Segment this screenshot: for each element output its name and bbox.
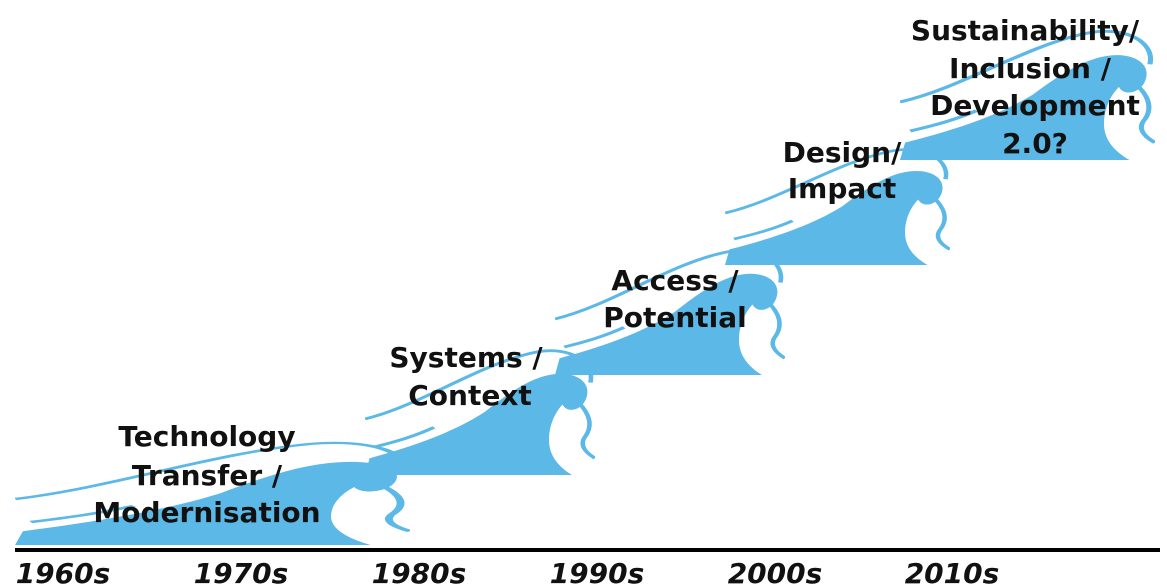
wave-label: Modernisation — [93, 496, 320, 529]
wave-label: Transfer / — [132, 459, 283, 492]
wave-labels: Technology Transfer / Modernisation Syst… — [93, 14, 1140, 529]
wave-label: Potential — [603, 301, 747, 334]
wave-label: Access / — [611, 264, 739, 297]
wave-label: Sustainability/ — [911, 14, 1140, 47]
wave-label: Inclusion / — [949, 52, 1112, 85]
wave-label: 2.0? — [1002, 127, 1068, 160]
wave-label: Impact — [788, 172, 897, 205]
decade-label: 1970s — [194, 557, 289, 587]
wave-label: Technology — [118, 420, 295, 453]
wave-label: Context — [408, 379, 532, 412]
decade-label: 2000s — [728, 557, 823, 587]
wave-label: Systems / — [389, 341, 543, 374]
wave-label: Design/ — [783, 136, 902, 169]
decade-labels: 1960s 1970s 1980s 1990s 2000s 2010s — [16, 557, 1000, 587]
decade-label: 1990s — [550, 557, 645, 587]
decade-label: 2010s — [905, 557, 1000, 587]
wave-label: Development — [930, 89, 1140, 122]
decade-label: 1960s — [16, 557, 111, 587]
diagram: Technology Transfer / Modernisation Syst… — [0, 0, 1167, 587]
decade-label: 1980s — [372, 557, 467, 587]
